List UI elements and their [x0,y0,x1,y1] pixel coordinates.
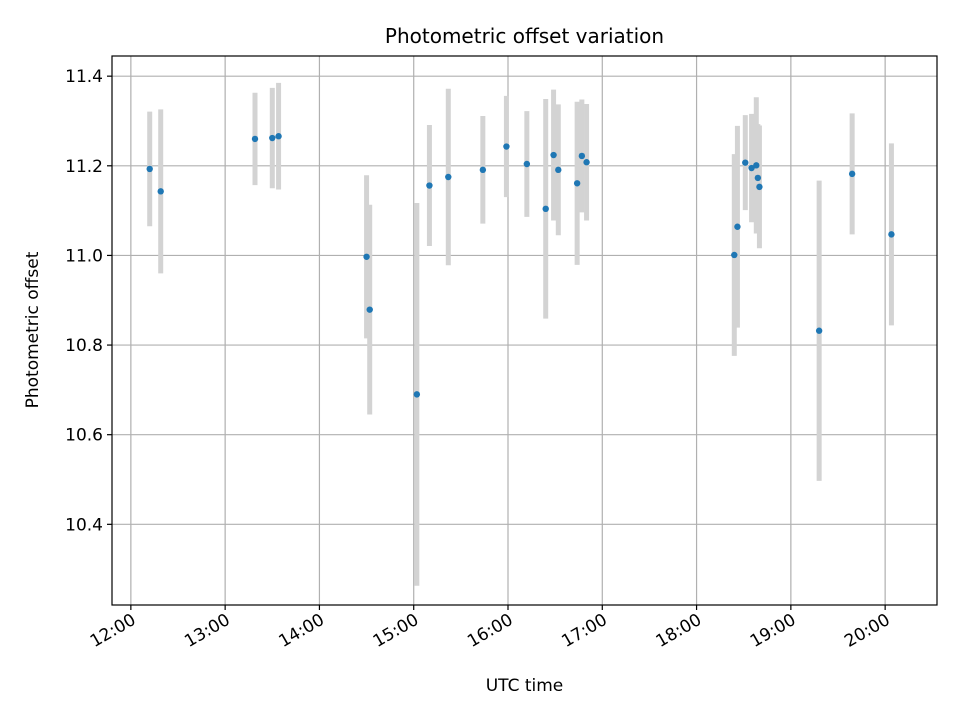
data-point [756,183,763,191]
data-point [275,133,282,140]
data-point [363,253,370,260]
x-tick-label: 19:00 [747,610,799,652]
data-point [251,135,259,143]
data-point [753,162,760,169]
data-point [523,160,531,168]
y-axis-label: Photometric offset [23,251,43,408]
y-tick-label: 10.6 [65,426,103,446]
data-point [445,173,452,181]
data-point [550,151,557,159]
y-tick-label: 10.4 [65,515,103,535]
plot-frame [111,55,938,606]
data-point [573,180,581,187]
data-point [888,231,895,238]
data-point [146,165,153,173]
data-point [731,251,738,259]
chart-title: Photometric offset variation [385,24,664,48]
data-point [413,391,421,398]
data-point [754,174,762,182]
data-point [748,164,755,172]
x-axis-ticks: 12:00 13:00 14:00 15:00 16:00 17:00 18:00 19:00… [87,605,894,652]
data-point [479,166,487,174]
data-point [742,159,749,166]
data-point [426,182,433,189]
data-point [366,306,373,313]
x-tick-label: 17:00 [558,610,610,652]
y-tick-label: 10.8 [65,336,103,356]
x-tick-label: 13:00 [181,610,233,652]
x-tick-label: 18:00 [653,610,705,652]
data-point [578,152,586,160]
data-point [815,327,823,334]
y-tick-label: 11.0 [65,246,103,266]
x-tick-label: 20:00 [841,610,893,652]
x-tick-label: 15:00 [370,610,422,652]
data-point [848,170,856,178]
data-point [583,159,590,166]
data-point [269,134,276,142]
data-markers [146,133,895,398]
data-point [555,166,562,174]
x-tick-label: 14:00 [275,610,327,652]
data-point [734,223,741,230]
y-tick-label: 11.4 [65,67,103,87]
data-point [157,188,164,195]
data-point [542,205,549,213]
data-point [503,143,510,150]
x-tick-label: 16:00 [464,610,516,652]
x-tick-label: 12:00 [87,610,139,652]
y-tick-label: 11.2 [65,157,103,177]
y-axis-ticks: 10.4 10.6 10.8 11.0 11.2 11.4 [65,67,112,535]
x-axis-label: UTC time [486,676,564,696]
x-grid [130,56,886,605]
